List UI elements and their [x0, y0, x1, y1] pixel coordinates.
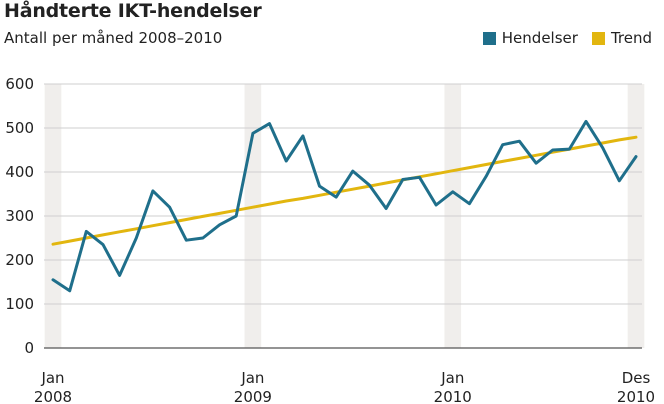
x-tick-label: Jan: [240, 369, 264, 387]
series-lines: [51, 119, 638, 293]
x-tick-label: Des: [622, 369, 651, 387]
legend-label-hendelser: Hendelser: [501, 29, 578, 47]
legend-swatch-hendelser: [482, 31, 496, 45]
legend-item-hendelser: Hendelser: [482, 29, 578, 47]
x-tick-label: Jan: [40, 369, 64, 387]
x-tick-year-label: 2009: [234, 388, 272, 404]
legend-swatch-trend: [591, 31, 605, 45]
y-tick-label: 600: [5, 75, 34, 93]
y-axis-ticks: 0 100 200 300 400 500 600: [5, 75, 34, 357]
series-line-hendelser: [51, 119, 638, 293]
x-tick-year-label: 2008: [34, 388, 72, 404]
grid-lines: [44, 83, 642, 349]
y-tick-label: 400: [5, 163, 34, 181]
legend-label-trend: Trend: [610, 29, 652, 47]
y-tick-label: 0: [24, 339, 34, 357]
y-tick-label: 100: [5, 295, 34, 313]
series-line-trend: [51, 135, 638, 246]
x-tick-label: Jan: [440, 369, 464, 387]
y-tick-label: 300: [5, 207, 34, 225]
y-tick-label: 200: [5, 251, 34, 269]
x-tick-year-label: 2010: [434, 388, 472, 404]
chart-subtitle: Antall per måned 2008–2010: [4, 29, 223, 47]
legend-item-trend: Trend: [591, 29, 652, 47]
chart-title: Håndterte IKT-hendelser: [4, 0, 262, 22]
legend: Hendelser Trend: [469, 29, 652, 47]
y-tick-label: 500: [5, 119, 34, 137]
x-tick-year-label: 2010: [617, 388, 655, 404]
